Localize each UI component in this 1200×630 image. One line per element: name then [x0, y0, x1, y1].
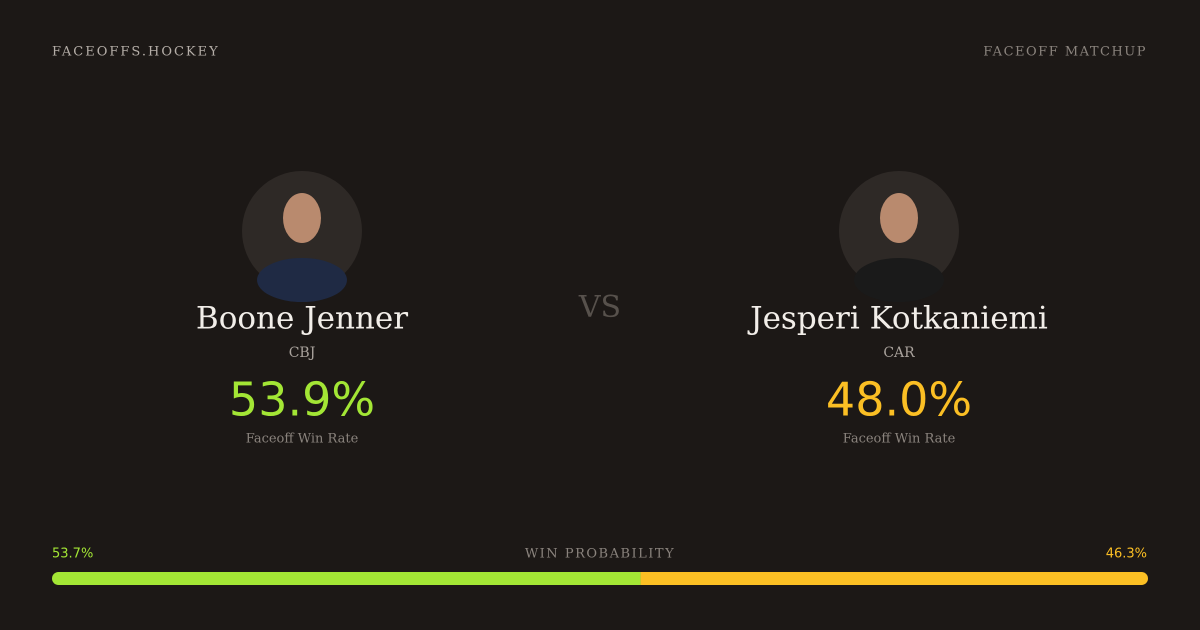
team: CBJ [289, 345, 316, 361]
players: Boone Jenner CBJ 53.9% Faceoff Win Rate Jesp… [196, 171, 1048, 447]
left-probability: 53.7% [52, 547, 93, 562]
team: CAR [883, 345, 915, 361]
player-name: Boone Jenner [196, 301, 408, 337]
left-bar [52, 572, 641, 585]
avatar-head [880, 193, 918, 243]
player-name: Jesperi Kotkaniemi [747, 301, 1048, 337]
header-label: FACEOFF MATCHUP [983, 45, 1147, 60]
right-probability: 46.3% [1106, 547, 1147, 562]
avatar-body [257, 258, 347, 302]
win-rate: 48.0% [826, 373, 972, 427]
vs: VS [578, 290, 621, 325]
probability-label: WIN PROBABILITY [525, 547, 675, 562]
avatar-body [854, 258, 944, 302]
rate-label: Faceoff Win Rate [246, 432, 359, 447]
brand: FACEOFFS.HOCKEY [52, 45, 220, 60]
avatar-head [283, 193, 321, 243]
win-rate: 53.9% [229, 373, 375, 427]
rate-label: Faceoff Win Rate [843, 432, 956, 447]
probability-bar [52, 572, 1148, 585]
right-bar [640, 572, 1148, 585]
